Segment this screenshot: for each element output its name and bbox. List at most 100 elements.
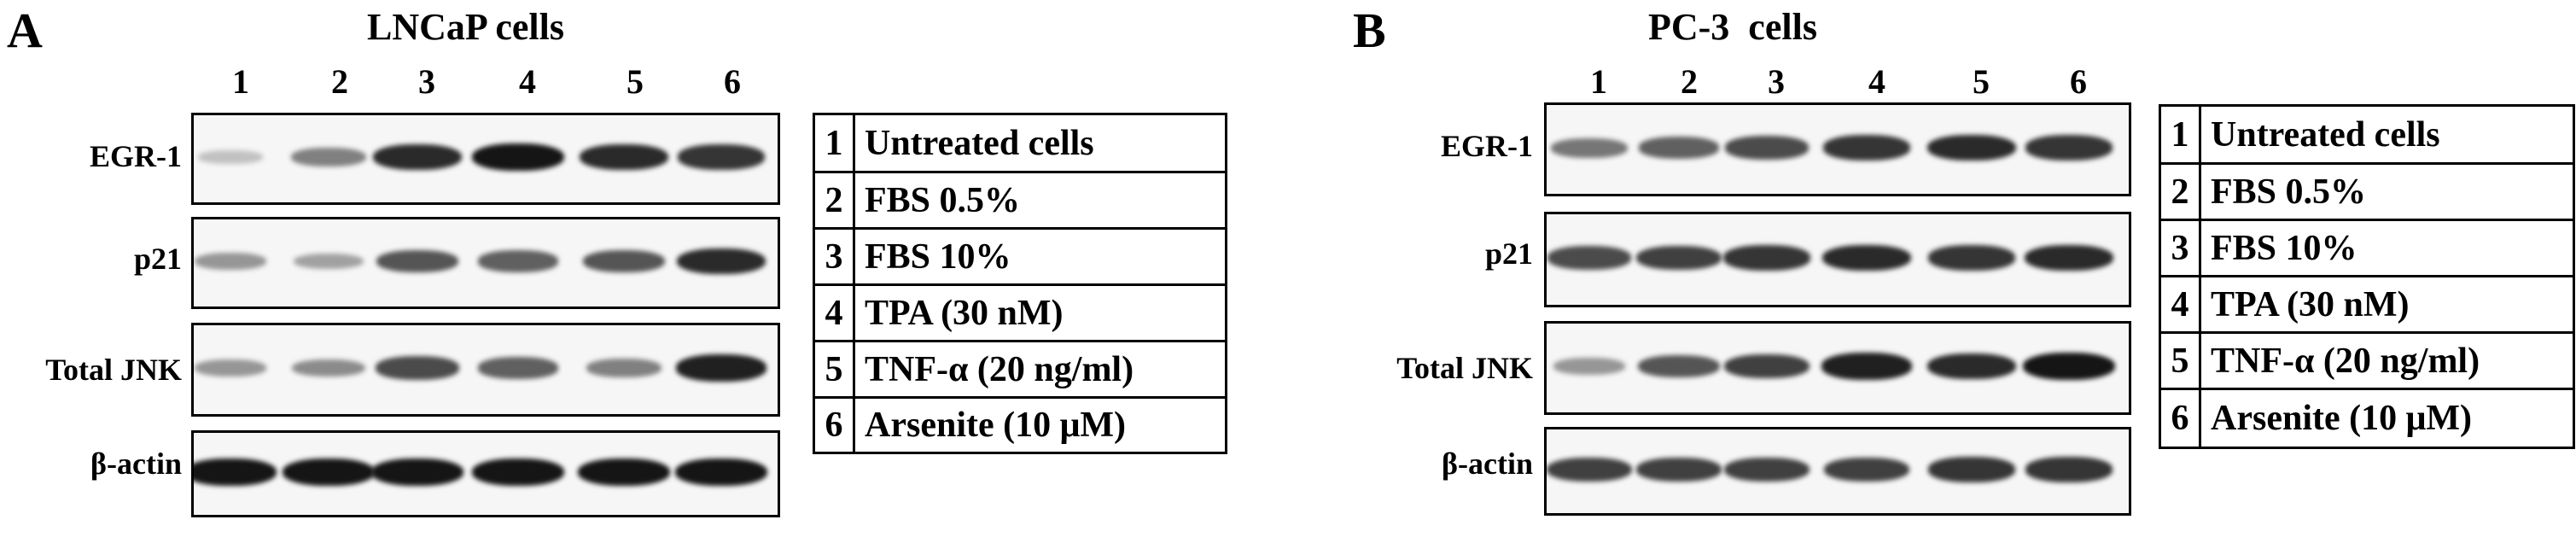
blot-band <box>472 458 564 487</box>
blot-label: Total JNK <box>45 353 182 387</box>
legend-number: 5 <box>815 342 855 396</box>
blot-band <box>2023 352 2115 381</box>
blot-p21 <box>1544 212 2131 307</box>
blot-band <box>678 144 765 170</box>
blot-band <box>675 458 767 487</box>
blot-total-jnk <box>191 323 780 417</box>
blot-band <box>2025 457 2113 482</box>
blot-band <box>376 249 458 273</box>
blot-band <box>1725 136 1809 160</box>
legend-row: 6 Arsenite (10 μM) <box>2161 390 2573 447</box>
blot-band <box>1553 358 1625 375</box>
blot-band <box>283 458 375 487</box>
blot-band <box>1927 353 2016 380</box>
blot-band <box>1723 245 1810 271</box>
blot-band <box>1928 457 2015 482</box>
blot-total-jnk <box>1544 321 2131 415</box>
blot-label: Total JNK <box>1396 351 1533 385</box>
blot-beta-actin <box>1544 427 2131 516</box>
blot-label: EGR-1 <box>1441 129 1533 163</box>
legend-number: 1 <box>815 115 855 171</box>
legend-number: 6 <box>815 399 855 452</box>
blot-band <box>1928 245 2015 271</box>
lane-number: 6 <box>2070 62 2087 101</box>
blot-label: β-actin <box>1442 447 1533 481</box>
legend-row: 2 FBS 0.5% <box>2161 165 2573 221</box>
legend-text: TPA (30 nM) <box>2211 284 2410 324</box>
legend-text: FBS 0.5% <box>2211 172 2367 212</box>
lane-number: 3 <box>1768 62 1785 101</box>
blot-label: β-actin <box>90 447 182 481</box>
legend-number: 2 <box>815 173 855 227</box>
blot-band <box>677 248 766 275</box>
blot-band <box>371 458 463 487</box>
blot-beta-actin <box>191 430 780 517</box>
blot-band <box>195 359 266 377</box>
legend-text: TNF-α (20 ng/ml) <box>865 349 1134 389</box>
legend-text: Arsenite (10 μM) <box>2211 399 2473 438</box>
lane-number: 4 <box>519 62 536 101</box>
blot-band <box>1636 457 1722 482</box>
lane-number: 4 <box>1868 62 1885 101</box>
legend-number: 3 <box>815 230 855 283</box>
blot-band <box>194 458 277 487</box>
blot-band <box>580 143 668 171</box>
panel-b: B PC-3 cells 1 2 3 4 5 6 EGR-1 p21 Total… <box>1288 0 2576 543</box>
blot-band <box>2025 244 2113 272</box>
legend-row: 4 TPA (30 nM) <box>2161 277 2573 334</box>
legend-text: TNF-α (20 ng/ml) <box>2211 341 2480 381</box>
panel-letter: B <box>1353 3 1386 58</box>
legend-text: TPA (30 nM) <box>865 293 1064 333</box>
panel-a: A LNCaP cells 1 2 3 4 5 6 EGR-1 p21 Tota… <box>7 3 1227 517</box>
treatment-legend: 1 Untreated cells 2 FBS 0.5% 3 FBS 10% 4… <box>813 113 1227 454</box>
lane-number: 1 <box>232 62 249 101</box>
legend-text: FBS 10% <box>2211 228 2357 268</box>
blot-band <box>195 253 266 270</box>
legend-number: 6 <box>2161 390 2201 447</box>
legend-number: 3 <box>2161 221 2201 275</box>
blot-band <box>291 148 366 166</box>
blot-band <box>1638 354 1720 378</box>
blot-band <box>472 143 564 172</box>
blot-band <box>478 250 558 272</box>
blot-band <box>1636 245 1722 271</box>
legend-row: 6 Arsenite (10 μM) <box>815 399 1225 452</box>
lane-number: 2 <box>331 62 348 101</box>
lane-number: 3 <box>418 62 435 101</box>
blot-band <box>373 143 462 171</box>
blot-band <box>1547 246 1631 270</box>
legend-row: 1 Untreated cells <box>815 115 1225 173</box>
legend-row: 3 FBS 10% <box>815 230 1225 286</box>
panel-title: LNCaP cells <box>367 6 564 48</box>
blot-band <box>292 359 365 377</box>
blot-egr1 <box>1544 102 2131 196</box>
legend-text: Arsenite (10 μM) <box>865 406 1127 445</box>
legend-row: 5 TNF-α (20 ng/ml) <box>2161 334 2573 390</box>
blot-band <box>1824 457 1909 482</box>
legend-row: 2 FBS 0.5% <box>815 173 1225 230</box>
blot-band <box>1551 137 1628 158</box>
legend-text: Untreated cells <box>865 123 1094 163</box>
lane-number: 6 <box>724 62 741 101</box>
blot-band <box>586 359 661 377</box>
legend-text: Untreated cells <box>2211 114 2440 155</box>
blot-band <box>1823 135 1910 161</box>
blot-band <box>1547 457 1632 482</box>
blot-band <box>1927 134 2016 161</box>
legend-number: 1 <box>2161 107 2201 162</box>
treatment-legend: 1 Untreated cells 2 FBS 0.5% 3 FBS 10% 4… <box>2159 104 2575 449</box>
legend-number: 4 <box>2161 277 2201 331</box>
legend-row: 3 FBS 10% <box>2161 221 2573 277</box>
blot-band <box>1639 137 1719 159</box>
legend-text: FBS 10% <box>865 236 1011 277</box>
blot-band <box>478 357 558 379</box>
legend-row: 5 TNF-α (20 ng/ml) <box>815 342 1225 399</box>
blot-band <box>2025 135 2113 161</box>
blot-p21 <box>191 217 780 309</box>
blot-band <box>578 458 670 487</box>
legend-row: 4 TPA (30 nM) <box>815 286 1225 342</box>
lane-number: 5 <box>627 62 644 101</box>
blot-band <box>198 150 263 164</box>
blot-label: EGR-1 <box>90 139 182 173</box>
legend-row: 1 Untreated cells <box>2161 107 2573 165</box>
